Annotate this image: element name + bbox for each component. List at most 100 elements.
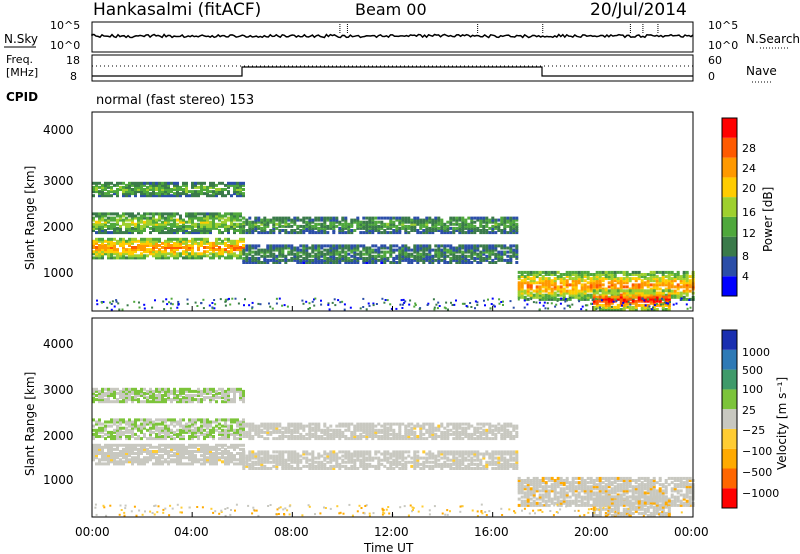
power-cell	[649, 273, 653, 276]
power-cell	[221, 239, 224, 243]
power-cell	[482, 252, 486, 256]
power-cell	[125, 248, 128, 252]
power-cell	[122, 194, 125, 198]
power-cell	[675, 302, 678, 305]
power-cell	[284, 229, 288, 232]
power-cell	[485, 244, 489, 248]
power-cell	[595, 297, 597, 300]
velocity-cell	[179, 389, 182, 393]
velocity-cell	[176, 400, 179, 404]
power-cell	[269, 244, 273, 248]
velocity-cell	[281, 437, 285, 441]
velocity-cell	[161, 460, 164, 464]
power-cell	[137, 226, 140, 230]
velocity-cell	[104, 456, 107, 460]
power-cell	[98, 224, 101, 228]
velocity-cell	[485, 430, 489, 434]
power-cell	[212, 224, 215, 228]
power-cell	[389, 244, 393, 248]
power-cell	[311, 220, 315, 224]
power-cell	[440, 220, 444, 224]
velocity-cell	[200, 462, 203, 466]
power-cell	[206, 241, 209, 245]
power-cell	[186, 298, 189, 301]
power-cell	[401, 248, 405, 252]
power-cell	[685, 291, 689, 295]
power-cell	[500, 218, 504, 222]
power-cell	[362, 216, 366, 220]
power-cell	[239, 231, 242, 235]
power-cell	[392, 244, 396, 248]
power-cell	[622, 301, 625, 304]
power-cell	[329, 254, 333, 258]
power-cell	[245, 229, 249, 232]
power-cell	[667, 281, 671, 285]
power-cell	[494, 261, 498, 264]
velocity-cell	[218, 426, 221, 430]
velocity-cell	[158, 422, 161, 426]
velocity-cell	[170, 398, 173, 402]
power-cell	[125, 250, 128, 254]
velocity-cell	[365, 428, 369, 432]
power-cell	[164, 192, 167, 196]
power-cell	[359, 222, 363, 226]
velocity-cell	[332, 437, 336, 441]
power-cell	[302, 250, 306, 254]
velocity-cell	[158, 445, 161, 449]
power-cell	[380, 261, 384, 264]
velocity-cell	[101, 398, 104, 402]
velocity-cell	[416, 437, 420, 441]
power-cell	[290, 224, 294, 228]
power-cell	[479, 254, 483, 258]
power-cell	[449, 252, 453, 256]
velocity-cell	[464, 435, 468, 438]
velocity-cell	[434, 437, 438, 441]
power-cell	[476, 301, 479, 304]
power-cell	[682, 270, 686, 274]
velocity-cell	[314, 437, 318, 441]
power-cbar-tick-16: 16	[742, 206, 756, 219]
velocity-cell	[221, 389, 224, 393]
power-cell	[598, 270, 602, 274]
power-cell	[595, 283, 599, 287]
power-cell	[95, 224, 98, 228]
power-cell	[259, 303, 262, 306]
velocity-cell	[365, 437, 369, 441]
power-cell	[649, 277, 653, 281]
power-cell	[230, 256, 233, 260]
power-cell	[170, 302, 172, 305]
power-cell	[464, 250, 468, 254]
power-cell	[568, 291, 572, 295]
power-cell	[682, 289, 686, 293]
power-cell	[592, 281, 596, 285]
velocity-cell	[392, 428, 396, 432]
power-cell	[152, 237, 155, 241]
power-cell	[601, 291, 605, 295]
velocity-cell	[494, 435, 498, 438]
velocity-cell	[167, 445, 170, 449]
power-cell	[619, 285, 623, 289]
power-cell	[550, 293, 554, 297]
power-cell	[550, 297, 554, 301]
power-cell	[371, 224, 375, 228]
power-cell	[221, 220, 224, 224]
power-cell	[224, 224, 227, 228]
power-cell	[428, 254, 432, 258]
power-cell	[185, 244, 188, 247]
power-cell	[679, 285, 683, 289]
power-cell	[389, 222, 393, 226]
power-cell	[230, 222, 233, 226]
power-cell	[131, 216, 134, 220]
power-cell	[344, 226, 348, 230]
velocity-cell	[455, 428, 459, 432]
velocity-cell	[455, 426, 459, 430]
power-cell	[416, 252, 420, 256]
velocity-cell	[155, 452, 158, 455]
power-cell	[422, 254, 426, 258]
power-cell	[643, 293, 647, 297]
velocity-cell	[320, 430, 324, 434]
power-cell	[467, 244, 471, 248]
power-cell	[92, 188, 95, 191]
power-cell	[625, 275, 629, 279]
power-cell	[218, 248, 221, 252]
